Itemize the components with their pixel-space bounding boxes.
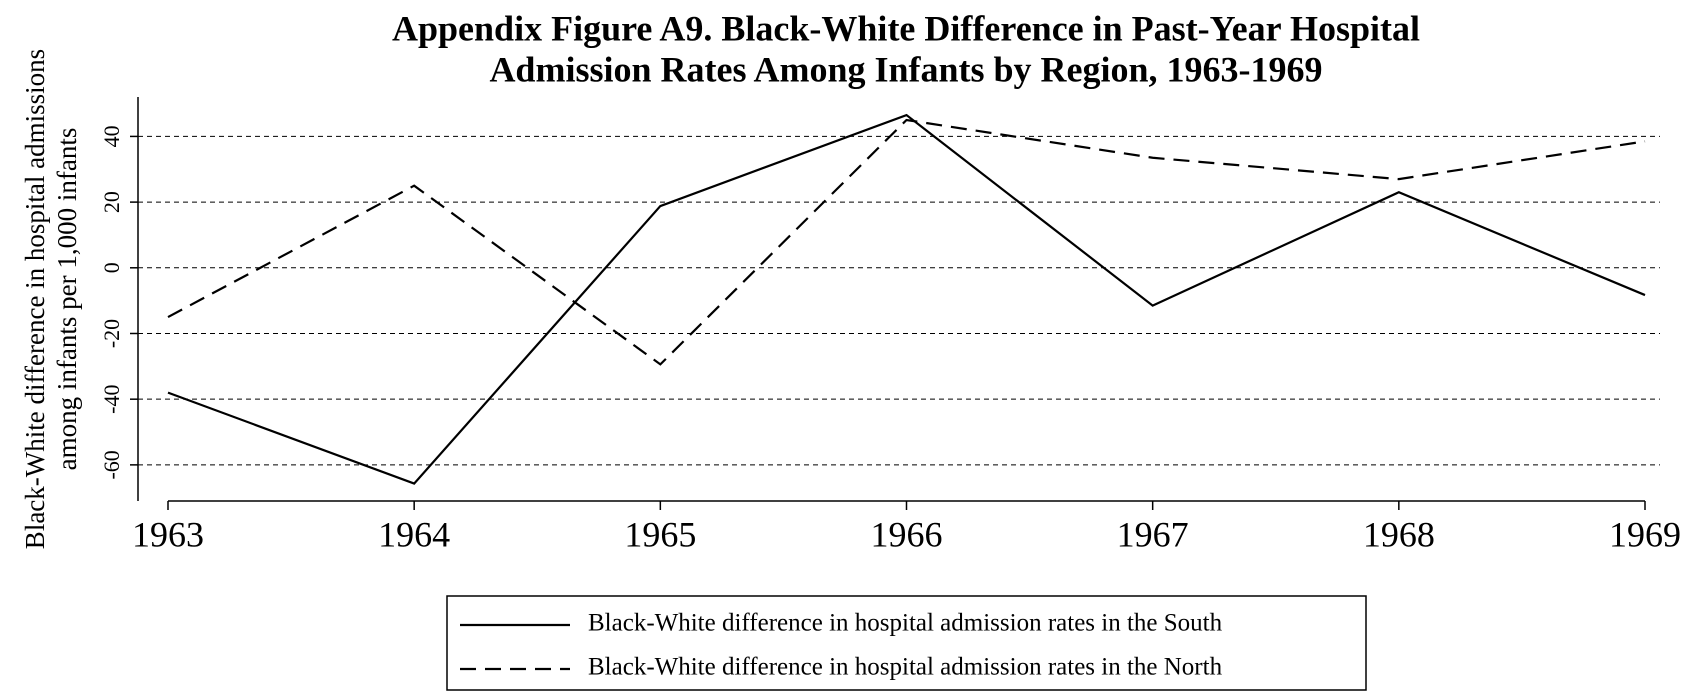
y-tick-label: 0: [99, 262, 124, 273]
series-line: [167, 113, 1646, 485]
y-tick-label: -40: [99, 385, 124, 414]
legend-box: [446, 595, 1367, 691]
x-tick-label: 1967: [1117, 514, 1189, 554]
y-axis-label: Black-White difference in hospital admis…: [20, 49, 82, 549]
x-tick-label: 1966: [871, 514, 943, 554]
chart-title: Appendix Figure A9. Black-White Differen…: [392, 8, 1420, 48]
x-tick-label: 1969: [1609, 514, 1681, 554]
y-tick-label: -20: [99, 319, 124, 348]
x-tick-label: 1963: [132, 514, 204, 554]
y-tick-label: 20: [99, 191, 124, 213]
x-tick-label: 1964: [378, 514, 450, 554]
x-tick-label: 1968: [1363, 514, 1435, 554]
legend-label: Black-White difference in hospital admis…: [588, 654, 1223, 681]
y-axis-label: among infants per 1,000 infants: [52, 128, 82, 471]
y-tick-label: 40: [99, 125, 124, 147]
y-tick-label: -60: [99, 450, 124, 479]
legend-label: Black-White difference in hospital admis…: [588, 610, 1223, 637]
chart-title: Admission Rates Among Infants by Region,…: [489, 49, 1322, 89]
series-line: [167, 118, 1646, 366]
x-tick-label: 1965: [624, 514, 696, 554]
y-axis-label: Black-White difference in hospital admis…: [20, 49, 50, 549]
